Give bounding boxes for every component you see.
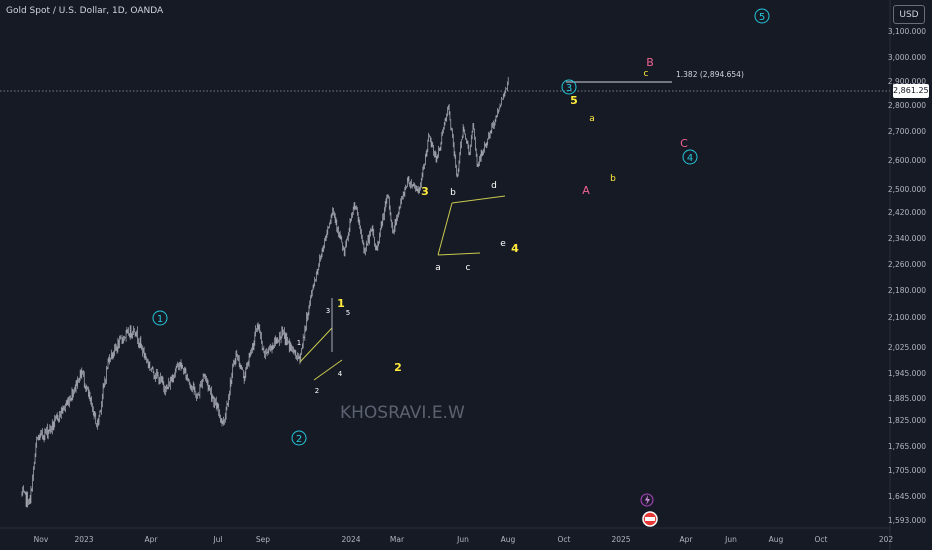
triangle-line-left — [437, 202, 453, 256]
wave-minor-1: 1 — [297, 339, 301, 347]
time-axis-tick-label: Jun — [724, 535, 737, 544]
price-axis-tick-label: 2,700.000 — [888, 127, 926, 136]
wave-minor-a: a — [435, 263, 441, 273]
watermark-text: KHOSRAVI.E.W — [340, 403, 465, 423]
price-axis[interactable]: 3,100.000 3,000.000 2,900.000 2,800.000 2,70… — [888, 27, 926, 525]
wave-primary-2: 2 — [394, 361, 402, 374]
wave-circle-1 — [152, 310, 168, 326]
time-axis-tick-label: Aug — [501, 535, 516, 544]
channel-line-upper-1 — [299, 327, 333, 363]
price-axis-tick-label: 2,180.000 — [888, 286, 926, 295]
time-axis-tick-label: 2023 — [74, 535, 93, 544]
current-price-tag: 2,861.250 — [893, 84, 932, 98]
wave-labels: 1 2 3 4 5 1 2 3 4 5 A B C 1 2 3 4 5 a b … — [152, 8, 770, 446]
time-axis-tick-label: Jun — [456, 535, 469, 544]
wave-circle-5 — [754, 8, 770, 24]
wave-minor-c: c — [466, 263, 471, 273]
currency-button[interactable]: USD — [893, 5, 925, 24]
time-axis-tick-label: Aug — [769, 535, 784, 544]
price-axis-tick-label: 2,600.000 — [888, 156, 926, 165]
wave-minor-d: d — [491, 181, 497, 191]
lightning-icon-glyph — [645, 495, 650, 505]
wave-minor-3: 3 — [326, 307, 330, 315]
triangle-line-lower — [437, 252, 481, 256]
price-axis-tick-label: 1,945.000 — [888, 369, 926, 378]
wave-primary-3: 3 — [421, 185, 429, 198]
wave-red-A: A — [582, 184, 590, 197]
time-axis-tick-label: Apr — [680, 535, 694, 544]
time-axis-tick-label: Nov — [34, 535, 49, 544]
price-axis-tick-label: 2,420.000 — [888, 208, 926, 217]
time-axis-tick-label: 202 — [879, 535, 894, 544]
price-axis-tick-label: 1,825.000 — [888, 416, 926, 425]
price-axis-tick-label: 1,593.000 — [888, 516, 926, 525]
wave-primary-5: 5 — [570, 94, 578, 107]
wave-minor-e: e — [500, 239, 506, 249]
candle-series — [21, 76, 509, 508]
time-axis-tick-label: Oct — [815, 535, 828, 544]
price-axis-tick-label: 2,900.000 — [888, 77, 926, 86]
earnings-flag-icon-bar — [645, 517, 655, 521]
price-axis-tick-label: 2,260.000 — [888, 260, 926, 269]
price-axis-tick-label: 1,705.000 — [888, 466, 926, 475]
price-axis-tick-label: 1,765.000 — [888, 442, 926, 451]
time-axis-tick-label: Mar — [390, 535, 405, 544]
wave-circle-4-label: 4 — [687, 153, 693, 164]
wave-circle-5-label: 5 — [759, 12, 765, 23]
price-axis-tick-label: 3,100.000 — [888, 27, 926, 36]
price-axis-tick-label: 3,000.000 — [888, 53, 926, 62]
wave-primary-1: 1 — [337, 297, 345, 310]
wave-red-C: C — [680, 137, 688, 150]
wave-yellow-b: b — [610, 174, 616, 184]
wave-circle-2 — [291, 430, 307, 446]
wave-circle-3-label: 3 — [566, 83, 572, 94]
price-axis-tick-label: 2,340.000 — [888, 234, 926, 243]
time-axis-tick-label: Sep — [256, 535, 270, 544]
bottom-event-icons — [640, 493, 658, 527]
symbol-title: Gold Spot / U.S. Dollar, 1D, OANDA — [6, 6, 164, 16]
price-axis-tick-label: 1,645.000 — [888, 492, 926, 501]
wave-minor-4: 4 — [338, 370, 343, 378]
time-axis-tick-label: 2024 — [341, 535, 360, 544]
wave-channels — [299, 195, 506, 381]
fib-level-label: 1.382 (2,894.654) — [676, 70, 744, 79]
wave-circle-2-label: 2 — [296, 434, 302, 445]
triangle-line-upper — [451, 195, 506, 204]
time-axis-tick-label: Jul — [212, 535, 222, 544]
time-axis[interactable]: Nov 2023 Apr Jul Sep 2024 Mar Jun Aug Oct 2025 Apr J… — [34, 535, 894, 544]
wave-primary-4: 4 — [511, 242, 519, 255]
wave-yellow-c: c — [644, 69, 649, 79]
channel-line-lower-1 — [313, 359, 343, 381]
price-axis-tick-label: 2,100.000 — [888, 313, 926, 322]
price-axis-tick-label: 1,885.000 — [888, 394, 926, 403]
wave-minor-b: b — [450, 188, 456, 198]
wave-circle-1-label: 1 — [157, 314, 163, 325]
wave-minor-2: 2 — [315, 387, 319, 395]
wave-circle-3 — [561, 79, 577, 95]
time-axis-tick-label: 2025 — [611, 535, 630, 544]
price-axis-tick-label: 2,800.000 — [888, 101, 926, 110]
wave-circle-4 — [682, 149, 698, 165]
wave-yellow-a: a — [589, 114, 595, 124]
time-axis-tick-label: Oct — [558, 535, 571, 544]
wave-minor-5: 5 — [346, 309, 350, 317]
wave-red-B: B — [646, 56, 654, 69]
price-axis-tick-label: 2,025.000 — [888, 343, 926, 352]
time-axis-tick-label: Apr — [145, 535, 159, 544]
price-axis-tick-label: 2,500.000 — [888, 185, 926, 194]
